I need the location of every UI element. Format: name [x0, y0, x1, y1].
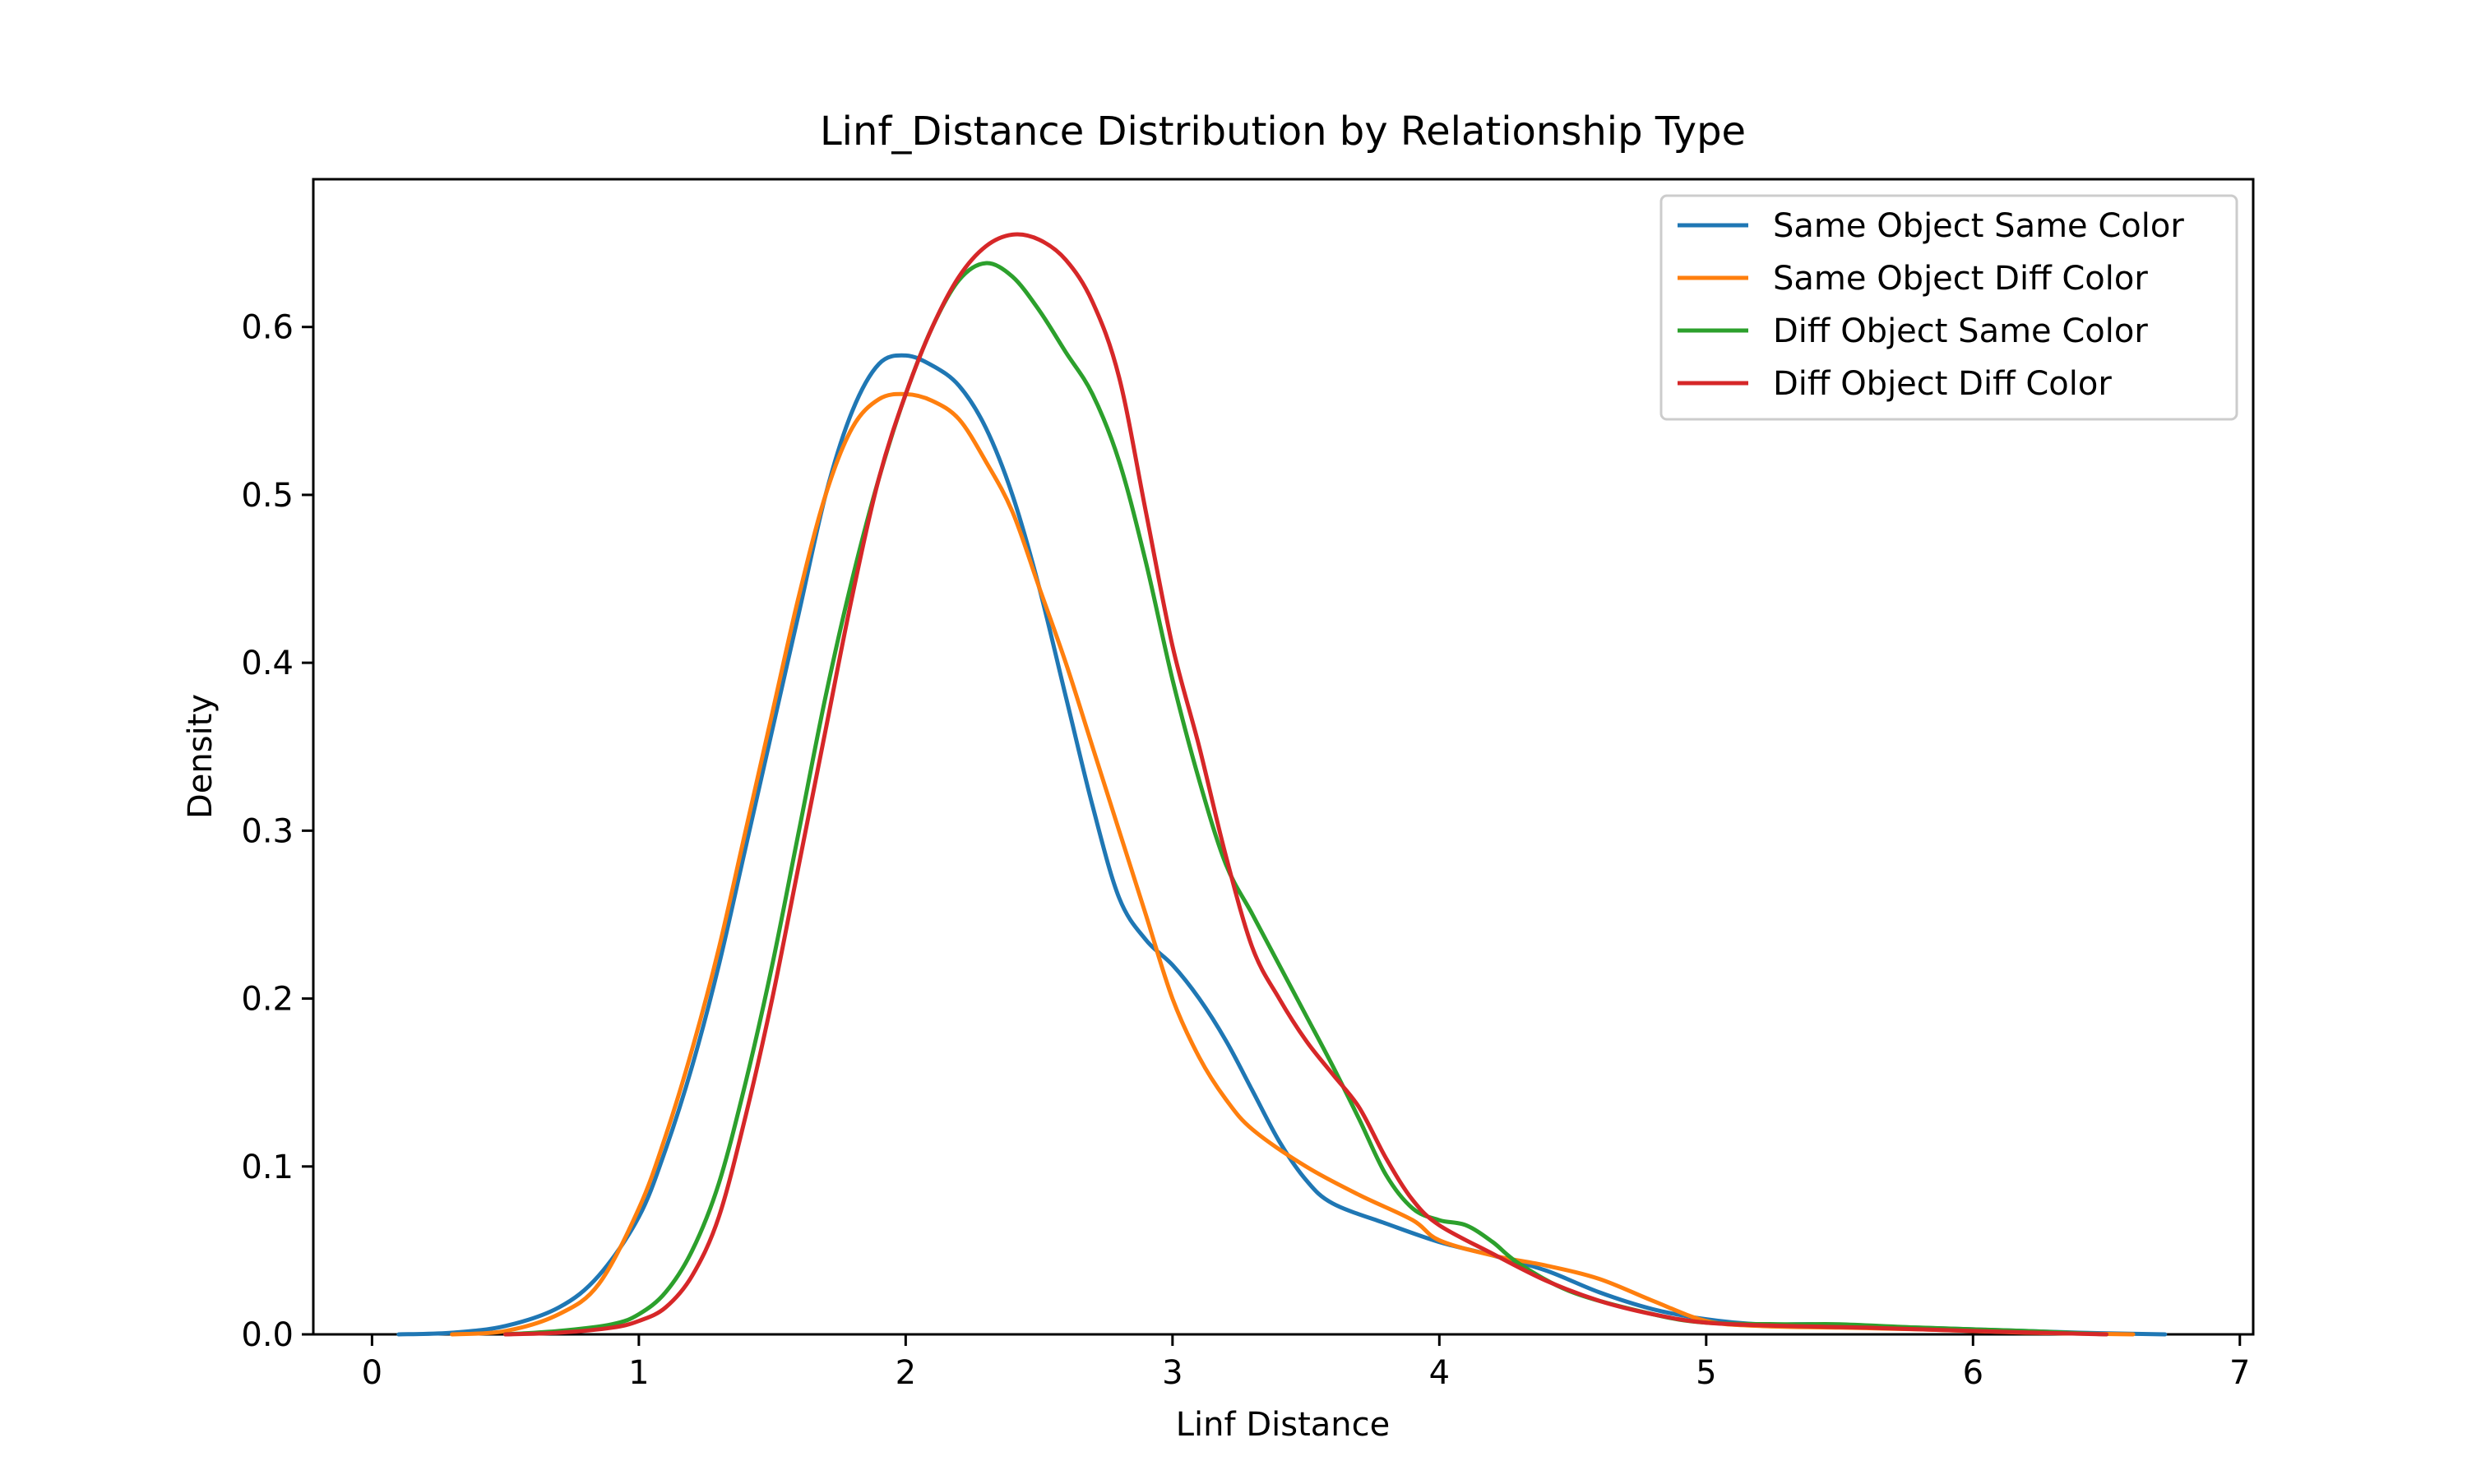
y-tick-label: 0.4 [241, 645, 294, 682]
chart-title: Linf_Distance Distribution by Relationsh… [820, 109, 1746, 155]
y-tick-label: 0.0 [241, 1316, 294, 1354]
legend-frame [1659, 194, 2238, 421]
legend-label: Diff Object Same Color [1773, 312, 2148, 350]
y-tick-label: 0.1 [241, 1149, 294, 1186]
series-line-1 [396, 353, 2168, 1337]
series-line-4 [503, 232, 2108, 1337]
x-tick-label: 5 [1696, 1354, 1716, 1392]
x-axis-ticks: 0 1 2 3 4 5 6 7 [362, 1334, 2251, 1392]
y-tick-label: 0.5 [241, 477, 294, 515]
x-tick-label: 6 [1963, 1354, 1983, 1392]
series-line-3 [503, 261, 2108, 1337]
legend-label: Same Object Same Color [1773, 207, 2184, 245]
y-axis-ticks: 0.0 0.1 0.2 0.3 0.4 0.5 0.6 [241, 309, 313, 1354]
x-tick-label: 2 [896, 1354, 916, 1392]
x-tick-label: 4 [1429, 1354, 1450, 1392]
x-tick-label: 7 [2229, 1354, 2250, 1392]
y-tick-label: 0.2 [241, 981, 294, 1019]
series-lines [396, 232, 2168, 1337]
x-axis-label: Linf Distance [1176, 1406, 1390, 1444]
legend-label: Same Object Diff Color [1773, 260, 2148, 298]
legend-label: Diff Object Diff Color [1773, 365, 2112, 403]
x-tick-label: 1 [628, 1354, 649, 1392]
series-line-2 [450, 391, 2136, 1337]
plot-area-frame [312, 178, 2255, 1336]
y-tick-label: 0.6 [241, 309, 294, 347]
y-tick-label: 0.3 [241, 812, 294, 850]
y-axis-label: Density [182, 694, 220, 819]
legend: Same Object Same Color Same Object Diff C… [1659, 194, 2238, 421]
x-tick-label: 3 [1162, 1354, 1183, 1392]
x-tick-label: 0 [362, 1354, 382, 1392]
